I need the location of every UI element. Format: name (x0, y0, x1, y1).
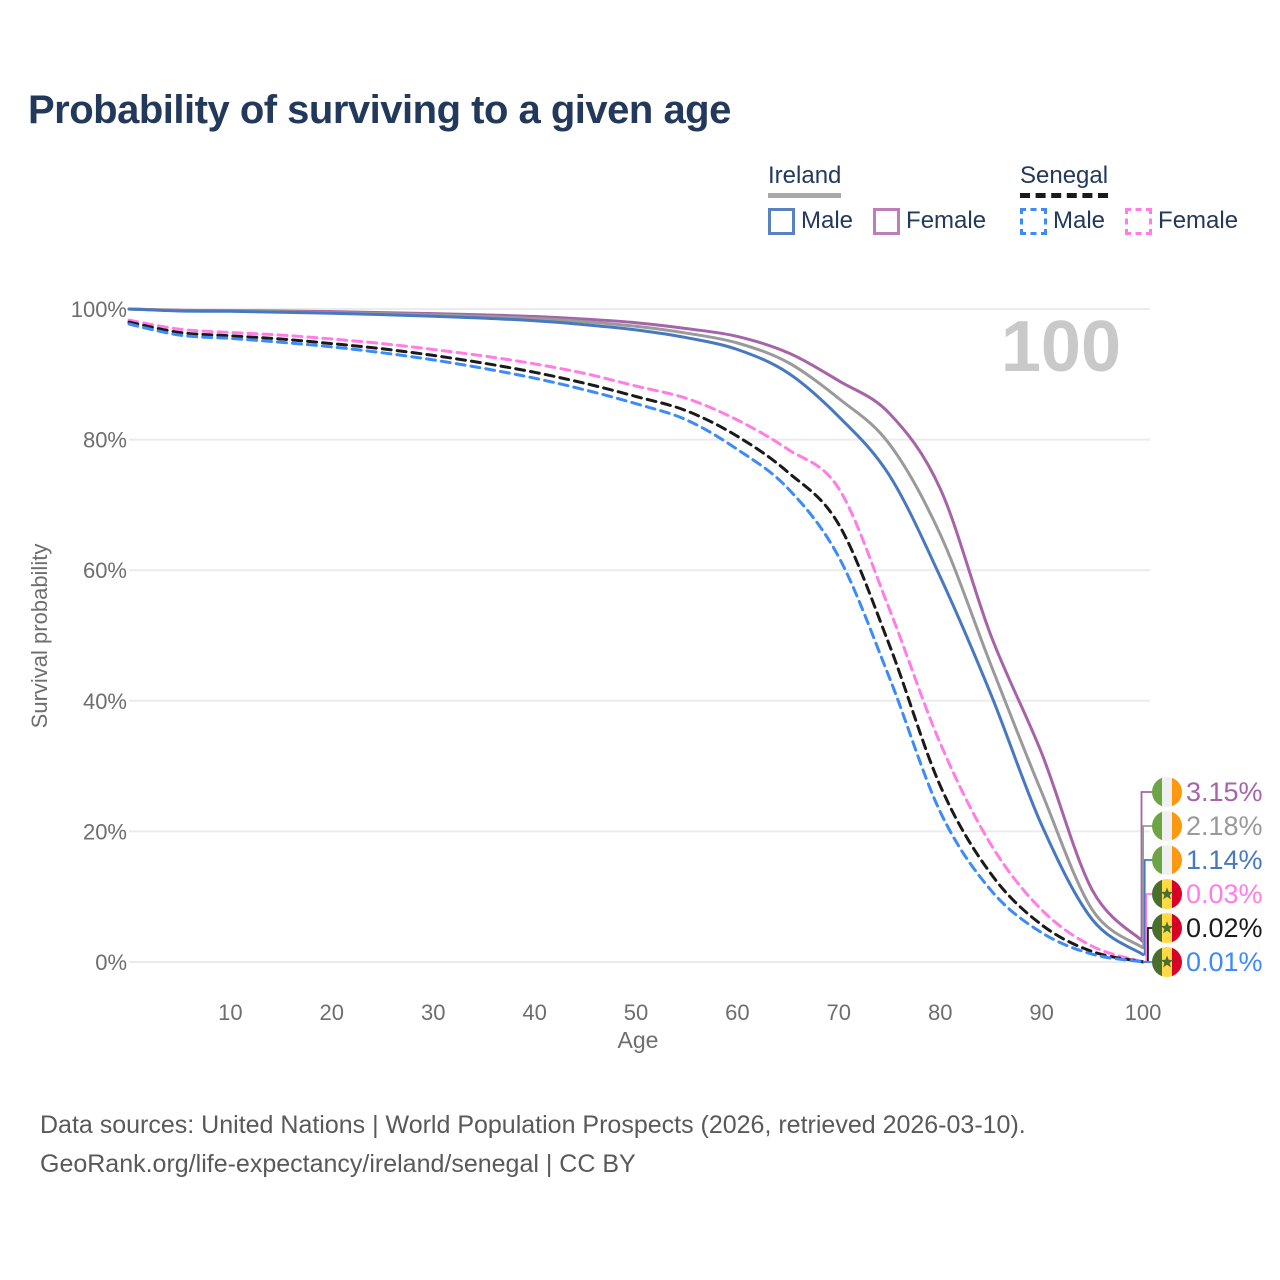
y-tick-label: 60% (83, 558, 127, 583)
x-tick-label: 20 (320, 1000, 344, 1025)
ireland-flag-icon (1152, 777, 1182, 807)
senegal-flag-icon (1152, 913, 1182, 943)
legend-label-senegal-male[interactable]: Male (1053, 207, 1106, 234)
end-value-label-ireland-male: 1.14% (1186, 845, 1263, 875)
x-tick-label: 100 (1125, 1000, 1162, 1025)
legend-label-ireland-male[interactable]: Male (801, 207, 854, 234)
leader-line-ireland-male (1143, 859, 1153, 956)
end-value-label-ireland-both: 2.18% (1186, 811, 1263, 841)
legend-group-senegal: Senegal Male Female (1020, 162, 1238, 235)
x-tick-label: 70 (827, 1000, 851, 1025)
end-value-label-senegal-female: 0.03% (1186, 879, 1263, 909)
legend-header-senegal: Senegal (1020, 162, 1109, 198)
curve-senegal-female[interactable] (127, 318, 1145, 964)
y-tick-label: 40% (83, 689, 127, 714)
x-tick-label: 40 (522, 1000, 546, 1025)
x-tick-label: 60 (725, 1000, 749, 1025)
x-tick-label: 30 (421, 1000, 445, 1025)
footer-line-url: GeoRank.org/life-expectancy/ireland/sene… (40, 1150, 636, 1178)
x-axis-label: Age (618, 1027, 659, 1053)
legend-group-ireland: Ireland Male Female (768, 162, 986, 235)
legend-swatch-senegal-female[interactable] (1125, 207, 1153, 235)
x-tick-label: 80 (928, 1000, 952, 1025)
curve-senegal-both[interactable] (127, 320, 1145, 964)
watermark-max-age: 100 (1001, 307, 1121, 387)
senegal-flag-icon (1152, 947, 1182, 977)
x-tick-label: 10 (218, 1000, 242, 1025)
data-sources-footer: Data sources: United Nations | World Pop… (40, 1106, 1026, 1184)
end-value-label-senegal-both: 0.02% (1186, 913, 1263, 943)
curve-ireland-male[interactable] (127, 307, 1145, 957)
x-tick-label: 90 (1029, 1000, 1053, 1025)
senegal-flag-icon (1152, 879, 1182, 909)
y-tick-label: 20% (83, 819, 127, 844)
leader-line-ireland-both (1142, 825, 1153, 949)
y-tick-label: 80% (83, 428, 127, 453)
y-tick-label: 100% (71, 297, 127, 322)
legend-swatch-senegal-male[interactable] (1020, 207, 1047, 235)
star-icon (1160, 921, 1174, 934)
legend-label-senegal-female[interactable]: Female (1158, 207, 1239, 234)
legend-swatch-ireland-male[interactable] (768, 207, 795, 235)
end-value-label-ireland-female: 3.15% (1186, 777, 1263, 807)
y-tick-label: 0% (95, 950, 127, 975)
y-axis-label: Survival probability (27, 544, 52, 729)
legend-header-ireland: Ireland (768, 162, 842, 198)
ireland-flag-icon (1152, 845, 1182, 875)
star-icon (1160, 955, 1174, 968)
end-value-label-senegal-male: 0.01% (1186, 947, 1263, 977)
star-icon (1160, 887, 1174, 900)
chart-title: Probability of surviving to a given age (28, 88, 731, 132)
legend-swatch-ireland-female[interactable] (873, 207, 901, 235)
x-tick-label: 50 (624, 1000, 648, 1025)
curve-senegal-male[interactable] (127, 322, 1145, 964)
footer-line-sources: Data sources: United Nations | World Pop… (40, 1111, 1026, 1139)
legend-label-ireland-female[interactable]: Female (906, 207, 987, 234)
ireland-flag-icon (1152, 811, 1182, 841)
